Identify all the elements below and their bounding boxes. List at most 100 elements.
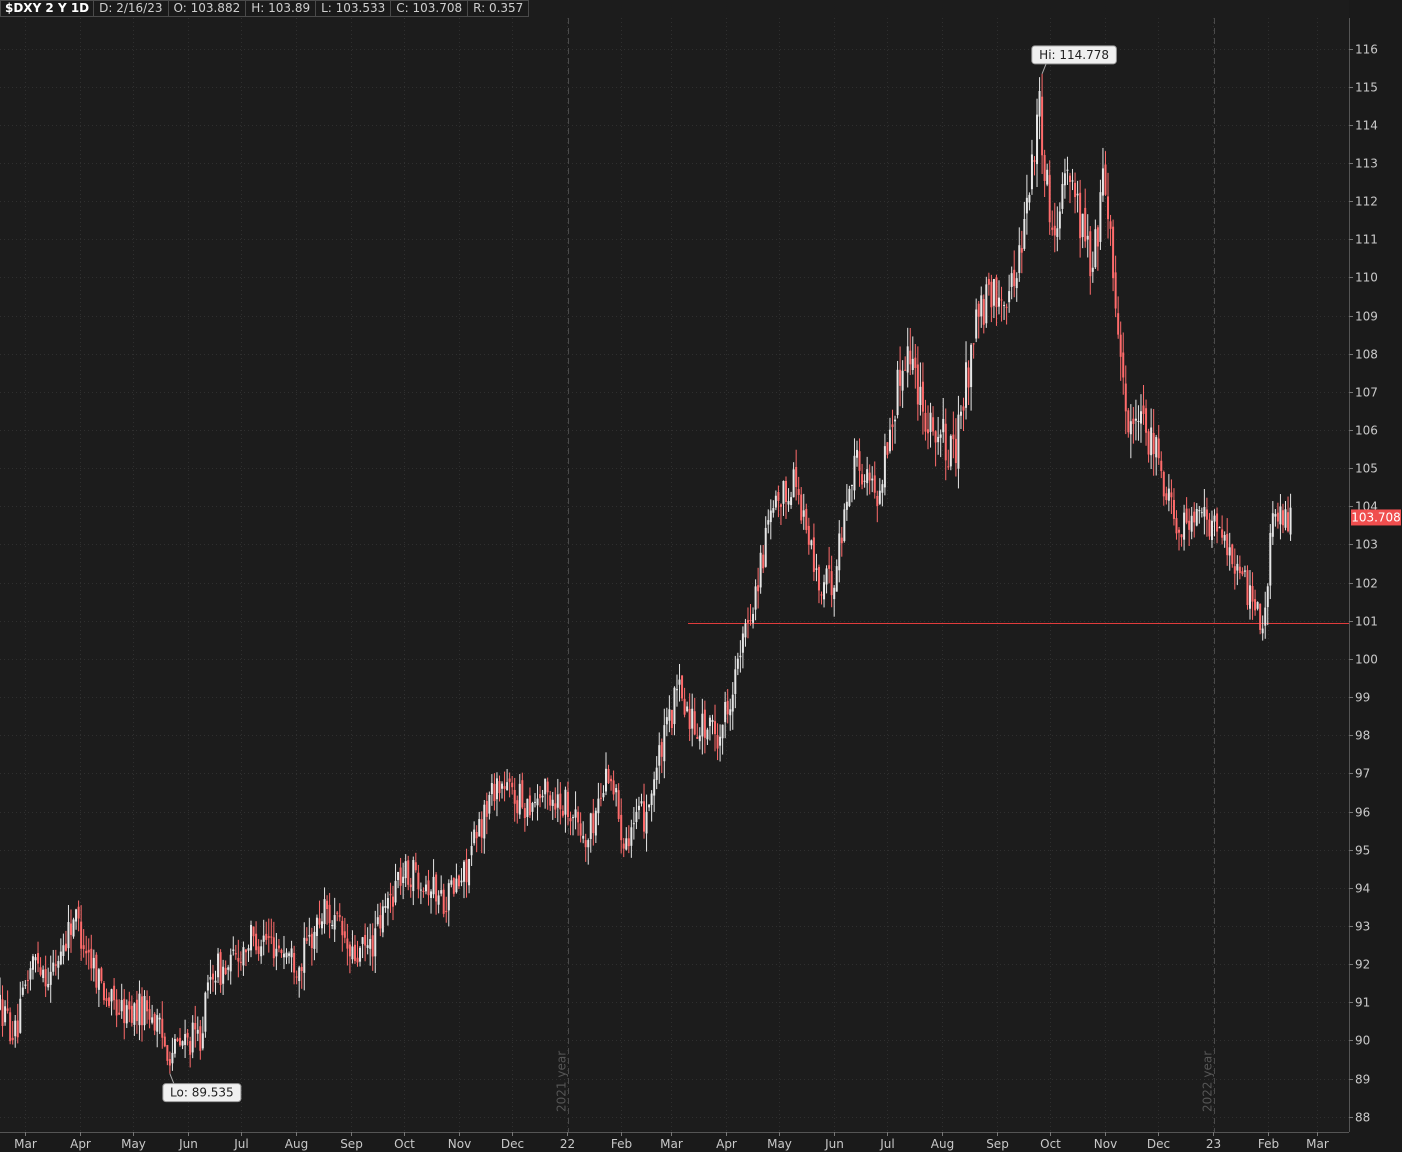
candle xyxy=(217,947,220,983)
time-tick-label: Dec xyxy=(1147,1137,1170,1151)
candle-body xyxy=(282,953,285,958)
candle-body xyxy=(1210,520,1213,541)
candle xyxy=(1190,507,1193,540)
candle-body xyxy=(260,946,263,957)
candle-body xyxy=(290,948,293,958)
candle-body xyxy=(828,565,831,569)
candle xyxy=(1003,301,1006,320)
candle xyxy=(919,362,922,416)
candle-body xyxy=(962,406,965,411)
candle-body xyxy=(970,344,973,388)
candle xyxy=(44,955,47,998)
candle xyxy=(54,949,57,976)
candle xyxy=(620,798,623,854)
candle-body xyxy=(1023,219,1026,249)
candle-body xyxy=(693,711,696,735)
candle xyxy=(863,474,866,488)
candle-body xyxy=(670,709,673,728)
candle xyxy=(871,466,874,493)
candle-body xyxy=(351,946,354,960)
candle-body xyxy=(597,798,600,814)
candle-body xyxy=(637,805,640,811)
candle-body xyxy=(757,585,760,592)
candle-body xyxy=(1015,278,1018,289)
candle xyxy=(561,805,564,818)
candle xyxy=(724,691,727,739)
candle xyxy=(790,491,793,509)
time-tick-label: Jun xyxy=(178,1137,198,1151)
candle-body xyxy=(227,967,230,970)
candle-body xyxy=(665,717,668,725)
candle-body xyxy=(214,980,217,983)
candle-body xyxy=(645,811,648,834)
candle-body xyxy=(1094,229,1097,268)
candle-body xyxy=(868,472,871,481)
candle xyxy=(967,360,970,406)
candle xyxy=(1043,149,1046,198)
candle xyxy=(944,408,947,481)
candle xyxy=(495,772,498,817)
candle xyxy=(627,825,630,854)
candle xyxy=(422,887,425,898)
candle-body xyxy=(1051,227,1054,230)
candle xyxy=(947,449,950,470)
candle-body xyxy=(744,623,747,638)
candle-body xyxy=(272,937,275,959)
candle-body xyxy=(270,936,273,938)
candle-body xyxy=(1081,213,1084,238)
candle xyxy=(455,863,458,894)
candle-body xyxy=(782,480,785,504)
candle-body xyxy=(896,369,899,416)
candle-body xyxy=(934,431,937,443)
candle xyxy=(366,927,369,955)
price-tick-label: 112 xyxy=(1355,195,1378,209)
candle-body xyxy=(250,924,253,951)
candle xyxy=(42,965,45,983)
price-tick-label: 89 xyxy=(1355,1073,1370,1087)
candle xyxy=(404,854,407,888)
candle xyxy=(1005,303,1008,325)
candle-body xyxy=(191,1022,194,1053)
candle-body xyxy=(906,346,909,373)
candle xyxy=(1122,332,1125,395)
candle xyxy=(830,555,833,608)
candle xyxy=(939,429,942,458)
candle xyxy=(399,857,402,895)
candle-body xyxy=(850,484,853,486)
candle xyxy=(158,1013,161,1035)
candle xyxy=(468,858,471,894)
candle xyxy=(417,864,420,899)
candle xyxy=(1279,494,1282,540)
candle xyxy=(630,819,633,858)
candle-body xyxy=(110,989,113,1002)
candle xyxy=(285,948,288,965)
price-tick-label: 107 xyxy=(1355,386,1378,400)
candle-body xyxy=(1198,510,1201,512)
symbol-label[interactable]: $DXY 2 Y 1D xyxy=(0,0,95,17)
candle-body xyxy=(353,944,356,961)
candle-body xyxy=(1129,421,1132,435)
candle xyxy=(1013,250,1016,298)
candle-body xyxy=(853,455,856,491)
candle-body xyxy=(1112,226,1115,279)
candle xyxy=(376,903,379,927)
candle xyxy=(214,970,217,995)
candle-body xyxy=(384,905,387,908)
candle-body xyxy=(736,658,739,669)
candle xyxy=(161,1001,164,1049)
candle-body xyxy=(615,788,618,793)
candle xyxy=(176,1037,179,1042)
candle xyxy=(744,618,747,647)
candle-body xyxy=(356,957,359,963)
time-tick-label: Aug xyxy=(285,1137,308,1151)
candle xyxy=(835,559,838,592)
candle-body xyxy=(681,675,684,699)
candle-body xyxy=(490,783,493,795)
candle-body xyxy=(762,554,765,569)
candle xyxy=(688,693,691,741)
candle xyxy=(686,701,689,713)
candle xyxy=(883,433,886,496)
candle xyxy=(888,417,891,454)
candle xyxy=(572,814,575,836)
